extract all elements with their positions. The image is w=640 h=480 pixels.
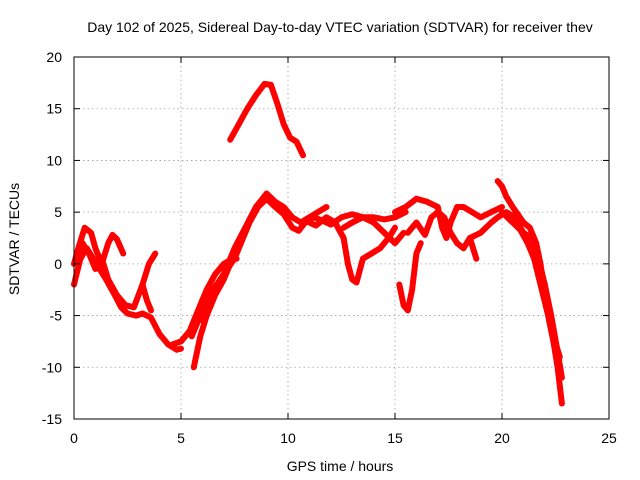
series-line-track-4 xyxy=(139,281,154,314)
y-tick-label: 5 xyxy=(54,204,62,220)
series-line-track-8 xyxy=(199,190,330,324)
y-tick-label: 0 xyxy=(54,256,62,272)
chart-title: Day 102 of 2025, Sidereal Day-to-day VTE… xyxy=(87,19,593,35)
series-line-track-11 xyxy=(340,214,407,247)
series-line-track-14 xyxy=(404,209,480,262)
x-tick-label: 25 xyxy=(601,430,617,446)
y-tick-label: -15 xyxy=(42,411,62,427)
plot-frame xyxy=(73,56,610,420)
y-tick-label: -10 xyxy=(42,359,62,375)
series-line-track-2 xyxy=(71,224,127,267)
series-line-track-15 xyxy=(466,209,527,241)
x-tick-label: 0 xyxy=(70,430,78,446)
series-line-track-12 xyxy=(396,240,424,314)
series-line-track-18 xyxy=(507,214,563,360)
x-tick-label: 20 xyxy=(494,430,510,446)
axis-ticks: 0 5 10 15 20 25 -15 -10 -5 0 5 10 15 20 xyxy=(42,49,617,446)
series-line-track-3 xyxy=(73,240,159,311)
x-tick-label: 10 xyxy=(280,430,296,446)
y-tick-label: 10 xyxy=(46,152,62,168)
series-line-track-10 xyxy=(302,214,398,286)
y-tick-label: -5 xyxy=(50,308,63,324)
series-line-track-9 xyxy=(227,80,306,159)
data-series-group xyxy=(71,80,565,407)
y-tick-label: 20 xyxy=(46,49,62,65)
x-tick-label: 15 xyxy=(387,430,403,446)
x-tick-label: 5 xyxy=(177,430,185,446)
y-axis-label: SDTVAR / TECUs xyxy=(6,183,22,295)
x-axis-label: GPS time / hours xyxy=(287,458,394,474)
y-tick-label: 15 xyxy=(46,101,62,117)
